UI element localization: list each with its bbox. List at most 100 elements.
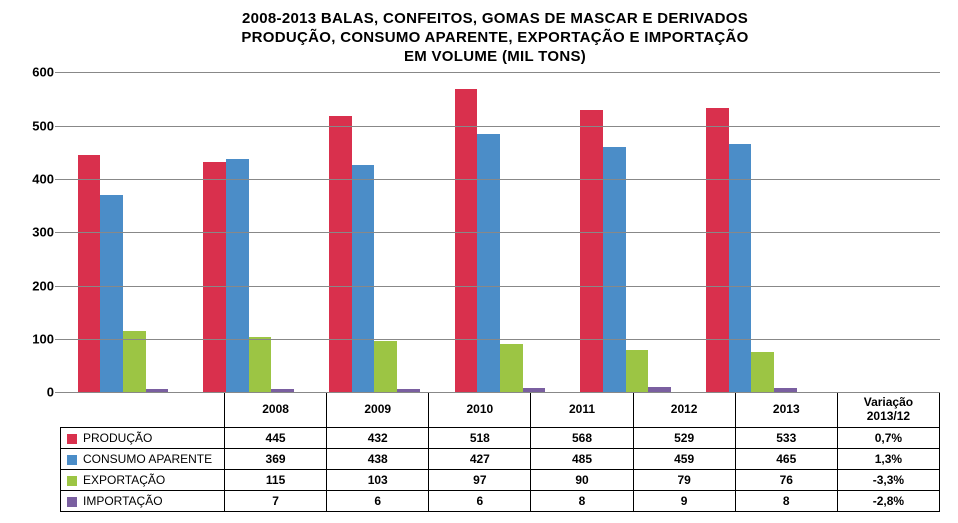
table-cell: 529	[633, 427, 735, 448]
y-tickmark	[55, 126, 60, 127]
title-line-1: 2008-2013 BALAS, CONFEITOS, GOMAS DE MAS…	[242, 10, 748, 27]
legend-swatch	[67, 476, 77, 486]
table-cell: 427	[429, 448, 531, 469]
table-col-header: 2012	[633, 393, 735, 428]
table-cell: 432	[327, 427, 429, 448]
table-col-header: 2009	[327, 393, 429, 428]
chart-plot-area: 0100200300400500600	[60, 72, 940, 392]
table-cell: 90	[531, 469, 633, 490]
bar-consumo	[100, 195, 123, 392]
y-tick-label: 300	[32, 225, 54, 240]
bar-export	[249, 337, 272, 392]
table-col-header: 2011	[531, 393, 633, 428]
gridline	[60, 339, 940, 340]
table-cell-variation: -2,8%	[837, 490, 939, 511]
title-line-2: PRODUÇÃO, CONSUMO APARENTE, EXPORTAÇÃO E…	[241, 29, 748, 46]
gridline	[60, 179, 940, 180]
bar-consumo	[603, 147, 626, 392]
gridline	[60, 72, 940, 73]
bar-producao	[329, 116, 352, 392]
y-tickmark	[55, 392, 60, 393]
title-line-3: EM VOLUME (MIL TONS)	[404, 48, 586, 65]
table-cell: 6	[429, 490, 531, 511]
y-tickmark	[55, 232, 60, 233]
bar-producao	[78, 155, 101, 392]
table-cell-variation: -3,3%	[837, 469, 939, 490]
y-tickmark	[55, 72, 60, 73]
table-cell: 369	[225, 448, 327, 469]
table-row: CONSUMO APARENTE 3694384274854594651,3%	[61, 448, 940, 469]
table-row: IMPORTAÇÃO766898-2,8%	[61, 490, 940, 511]
bar-consumo	[352, 165, 375, 393]
table-cell: 8	[735, 490, 837, 511]
bar-producao	[455, 89, 478, 392]
chart-container: 2008-2013 BALAS, CONFEITOS, GOMAS DE MAS…	[0, 0, 958, 523]
y-tickmark	[55, 179, 60, 180]
y-tick-label: 600	[32, 65, 54, 80]
table-header-row: 200820092010201120122013Variação2013/12	[61, 393, 940, 428]
data-table: 200820092010201120122013Variação2013/12P…	[60, 392, 940, 512]
plot	[60, 72, 940, 392]
table-cell: 438	[327, 448, 429, 469]
table-cell: 459	[633, 448, 735, 469]
bar-consumo	[729, 144, 752, 392]
series-label: CONSUMO APARENTE	[83, 452, 212, 466]
bar-export	[751, 352, 774, 393]
bar-producao	[203, 162, 226, 392]
bar-export	[626, 350, 649, 392]
y-axis: 0100200300400500600	[22, 72, 58, 392]
y-tickmark	[55, 339, 60, 340]
series-label: IMPORTAÇÃO	[83, 494, 163, 508]
bar-consumo	[226, 159, 249, 393]
series-label: PRODUÇÃO	[83, 431, 152, 445]
table-col-header: 2008	[225, 393, 327, 428]
table-cell: 568	[531, 427, 633, 448]
table-col-header-variation: Variação2013/12	[837, 393, 939, 428]
table-row: PRODUÇÃO 4454325185685295330,7%	[61, 427, 940, 448]
bar-consumo	[477, 134, 500, 393]
table-cell: 7	[225, 490, 327, 511]
bar-export	[374, 341, 397, 393]
table-cell: 8	[531, 490, 633, 511]
table-cell: 465	[735, 448, 837, 469]
table-cell: 9	[633, 490, 735, 511]
table-cell: 76	[735, 469, 837, 490]
legend-swatch	[67, 497, 77, 507]
table-cell-variation: 0,7%	[837, 427, 939, 448]
gridline	[60, 232, 940, 233]
bar-export	[500, 344, 523, 392]
table-col-header: 2013	[735, 393, 837, 428]
table-cell: 445	[225, 427, 327, 448]
y-tick-label: 400	[32, 171, 54, 186]
y-tick-label: 200	[32, 278, 54, 293]
gridline	[60, 126, 940, 127]
table-cell: 518	[429, 427, 531, 448]
table-row: EXPORTAÇÃO11510397907976-3,3%	[61, 469, 940, 490]
bar-export	[123, 331, 146, 392]
gridline	[60, 286, 940, 287]
table-cell-variation: 1,3%	[837, 448, 939, 469]
bar-producao	[580, 110, 603, 392]
legend-swatch	[67, 434, 77, 444]
y-tickmark	[55, 286, 60, 287]
series-label-cell: PRODUÇÃO	[61, 427, 225, 448]
chart-title: 2008-2013 BALAS, CONFEITOS, GOMAS DE MAS…	[50, 10, 940, 66]
bar-producao	[706, 108, 729, 392]
table-cell: 97	[429, 469, 531, 490]
table-corner	[61, 393, 225, 428]
table-cell: 485	[531, 448, 633, 469]
table-cell: 103	[327, 469, 429, 490]
series-label-cell: CONSUMO APARENTE	[61, 448, 225, 469]
series-label: EXPORTAÇÃO	[83, 473, 165, 487]
table-cell: 6	[327, 490, 429, 511]
y-tick-label: 0	[47, 385, 54, 400]
table-cell: 533	[735, 427, 837, 448]
gridline	[60, 392, 940, 393]
y-tick-label: 100	[32, 331, 54, 346]
y-tick-label: 500	[32, 118, 54, 133]
table-col-header: 2010	[429, 393, 531, 428]
table-cell: 115	[225, 469, 327, 490]
legend-swatch	[67, 455, 77, 465]
series-label-cell: IMPORTAÇÃO	[61, 490, 225, 511]
series-label-cell: EXPORTAÇÃO	[61, 469, 225, 490]
